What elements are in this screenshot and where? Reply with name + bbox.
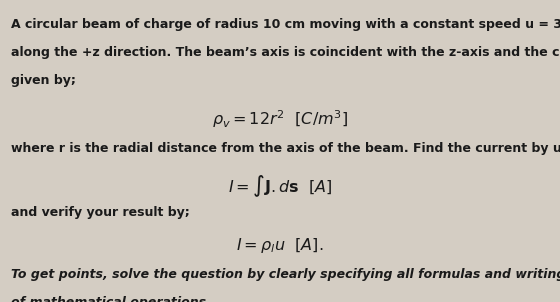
Text: of mathematical operations.: of mathematical operations.	[11, 296, 211, 302]
Text: $I = \rho_l u \ \ [A].$: $I = \rho_l u \ \ [A].$	[236, 236, 324, 255]
Text: along the +z direction. The beam’s axis is coincident with the z-axis and the ch: along the +z direction. The beam’s axis …	[11, 46, 560, 59]
Text: and verify your result by;: and verify your result by;	[11, 206, 190, 219]
Text: given by;: given by;	[11, 74, 76, 87]
Text: $I = \int \mathbf{J}.d\mathbf{s} \ \ [A]$: $I = \int \mathbf{J}.d\mathbf{s} \ \ [A]…	[228, 174, 332, 199]
Text: A circular beam of charge of radius 10 cm moving with a constant speed u = 3. 10: A circular beam of charge of radius 10 c…	[11, 18, 560, 31]
Text: $\rho_v = 12r^2 \ \ [C/m^3]$: $\rho_v = 12r^2 \ \ [C/m^3]$	[212, 108, 348, 130]
Text: To get points, solve the question by clearly specifying all formulas and writing: To get points, solve the question by cle…	[11, 268, 560, 281]
Text: where r is the radial distance from the axis of the beam. Find the current by us: where r is the radial distance from the …	[11, 142, 560, 155]
